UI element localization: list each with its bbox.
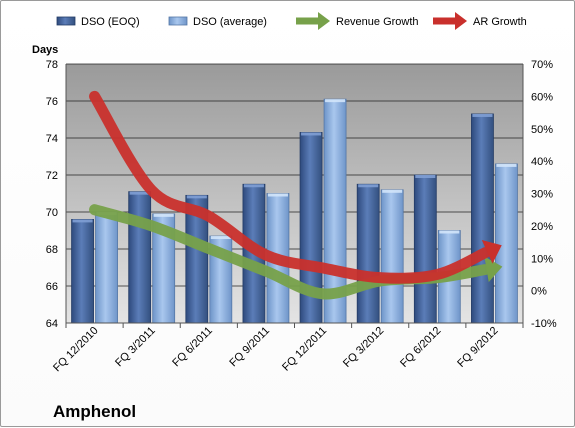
x-tick-label: FQ 3/2011 — [113, 325, 158, 370]
bar-dso-eoq — [71, 218, 94, 324]
bar-dso-eoq — [413, 174, 437, 324]
legend: DSO (EOQ) DSO (average) Revenue Growth AR G… — [56, 12, 527, 30]
bar-cap — [243, 184, 264, 188]
company-name: Amphenol — [53, 402, 136, 421]
legend-label-revenue-growth: Revenue Growth — [336, 16, 419, 28]
bar-cap — [415, 175, 436, 178]
bar-cap — [186, 195, 207, 199]
revenue-growth-arrowhead — [484, 256, 503, 283]
legend-label-ar-growth: AR Growth — [473, 16, 527, 28]
bar-cap — [325, 99, 346, 103]
bar-dso-average — [495, 163, 518, 324]
y-tick-label: 78 — [46, 59, 58, 71]
bar-dso-average — [380, 189, 404, 324]
ar-growth-line — [89, 90, 491, 284]
bar-cap — [129, 191, 150, 195]
y-tick-label: 76 — [46, 96, 58, 108]
bar-dso-eoq — [356, 183, 380, 324]
y-axis-ticks: 64 66 68 70 72 74 76 78 — [46, 59, 58, 330]
bar-cap — [267, 193, 288, 197]
y-axis-title: Days — [32, 44, 58, 56]
bar-dso-eoq — [471, 113, 494, 324]
y2-axis-ticks: -10% 0% 10% 20% 30% 40% 50% 60% 70% — [531, 59, 557, 330]
x-tick-label: FQ 12/2010 — [51, 325, 101, 375]
x-tick-label: FQ 9/2012 — [455, 325, 500, 370]
y-tick-label: 70 — [46, 207, 58, 219]
x-tick-label: FQ 6/2011 — [170, 325, 215, 370]
bar-cap — [496, 163, 517, 167]
bar-cap — [439, 230, 460, 234]
y2-tick-label: 40% — [531, 156, 553, 168]
legend-label-dso-eoq-: DSO (EOQ) — [81, 16, 140, 28]
legend-swatch-dso-eoq- — [56, 16, 76, 26]
bar-cap — [153, 213, 174, 217]
y-tick-label: 66 — [46, 281, 58, 293]
bar-cap — [210, 236, 231, 240]
y2-tick-label: 0% — [531, 286, 547, 298]
bar-cap — [472, 113, 493, 117]
y2-tick-label: 60% — [531, 91, 553, 103]
bar-dso-eoq — [128, 191, 152, 324]
x-tick-label: FQ 3/2012 — [341, 325, 386, 370]
legend-label-dso-average-: DSO (average) — [193, 16, 267, 28]
bar-cap — [301, 132, 322, 136]
y2-tick-label: 20% — [531, 221, 553, 233]
bar-cap — [382, 189, 403, 193]
y2-tick-label: 10% — [531, 253, 553, 265]
x-tick-label: FQ 6/2012 — [398, 325, 443, 370]
y2-tick-label: -10% — [531, 318, 557, 330]
y2-tick-label: 50% — [531, 124, 553, 136]
y-tick-label: 64 — [46, 318, 58, 330]
legend-arrow-ar-growth — [455, 12, 467, 30]
axes — [65, 64, 524, 328]
y2-tick-label: 30% — [531, 189, 553, 201]
x-tick-label: FQ 12/2011 — [280, 325, 329, 374]
x-axis-ticks: FQ 12/2010 FQ 3/2011 FQ 6/2011 FQ 9/2011 FQ … — [51, 325, 500, 375]
y-tick-label: 74 — [46, 133, 58, 145]
legend-arrow-revenue-growth — [318, 12, 330, 30]
x-tick-label: FQ 9/2011 — [227, 325, 272, 370]
bar-dso-average — [95, 211, 118, 324]
legend-swatch-dso-average- — [168, 16, 188, 26]
bar-cap — [358, 184, 379, 188]
y-tick-label: 72 — [46, 170, 58, 182]
growth-lines — [89, 90, 503, 300]
y-tick-label: 68 — [46, 244, 58, 256]
ar-growth-arrowhead — [481, 240, 502, 264]
y2-tick-label: 70% — [531, 59, 553, 71]
bar-cap — [72, 219, 93, 223]
